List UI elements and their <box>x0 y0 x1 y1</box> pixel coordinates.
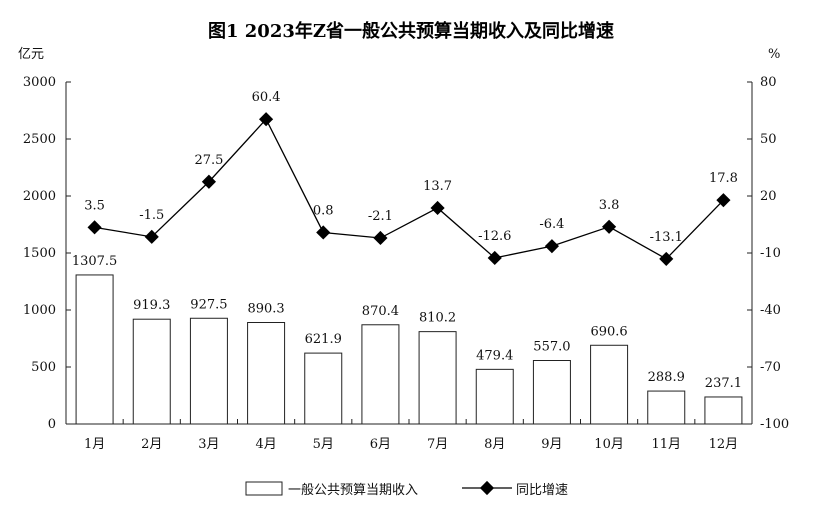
x-tick-label: 11月 <box>651 437 681 452</box>
left-tick-label: 1500 <box>23 246 56 261</box>
revenue-bar-label: 237.1 <box>705 376 742 391</box>
x-tick-label: 10月 <box>594 437 624 452</box>
x-tick-label: 7月 <box>427 437 448 452</box>
revenue-bar-label: 810.2 <box>419 311 456 326</box>
right-tick-label: -40 <box>760 303 781 318</box>
growth-rate-marker <box>201 174 216 189</box>
revenue-bar <box>304 352 343 425</box>
revenue-bar <box>647 390 686 425</box>
growth-rate-marker <box>316 225 331 240</box>
growth-rate-label: -13.1 <box>650 230 683 245</box>
left-tick-label: 3000 <box>23 75 56 90</box>
revenue-bar-label: 890.3 <box>247 302 284 317</box>
growth-rate-marker <box>259 112 274 127</box>
growth-rate-marker <box>716 193 731 208</box>
right-tick-label: -100 <box>760 417 789 432</box>
left-axis-unit: 亿元 <box>18 47 44 62</box>
revenue-bar <box>75 274 114 425</box>
revenue-bar-label: 927.5 <box>190 297 227 312</box>
right-tick-label: -70 <box>760 360 781 375</box>
growth-rate-marker <box>373 230 388 246</box>
left-tick-label: 2500 <box>23 132 56 147</box>
right-tick-label: -10 <box>760 246 781 261</box>
growth-rate-label: 13.7 <box>423 179 452 194</box>
growth-rate-marker <box>87 220 102 235</box>
x-tick-label: 3月 <box>198 437 219 452</box>
growth-rate-label: -12.6 <box>478 229 511 244</box>
revenue-bar-label: 870.4 <box>362 304 399 319</box>
plot-area: 0 500 1000 1500 2000 2500 3000 -100 -70 -40 -10 20 5… <box>23 75 789 452</box>
growth-rate-label: 27.5 <box>194 153 223 168</box>
revenue-bar-label: 1307.5 <box>72 254 118 269</box>
revenue-bar <box>704 396 743 425</box>
legend-line-marker <box>479 480 495 496</box>
left-tick-label: 500 <box>31 360 56 375</box>
growth-rate-label: -1.5 <box>139 208 164 223</box>
x-tick-label: 9月 <box>541 437 562 452</box>
growth-rate-label: -6.4 <box>539 217 564 232</box>
x-tick-label: 12月 <box>709 437 739 452</box>
revenue-bar-label: 288.9 <box>648 370 685 385</box>
revenue-bar-label: 690.6 <box>590 324 627 339</box>
growth-rate-line <box>94 118 724 260</box>
growth-rate-marker <box>659 251 674 266</box>
revenue-bar-label: 621.9 <box>305 332 342 347</box>
growth-rate-label: 17.8 <box>709 171 738 186</box>
x-tick-label: 6月 <box>370 437 391 452</box>
x-tick-label: 2月 <box>141 437 162 452</box>
growth-rate-marker <box>144 229 159 244</box>
revenue-bar <box>590 344 629 425</box>
x-tick-label: 5月 <box>313 437 334 452</box>
revenue-bar <box>418 331 457 425</box>
right-tick-label: 80 <box>760 75 777 90</box>
growth-rate-marker <box>430 200 445 216</box>
revenue-bar <box>475 368 514 425</box>
legend-bar-swatch <box>245 481 283 496</box>
growth-rate-label: 0.8 <box>313 203 334 218</box>
growth-rate-marker <box>602 219 617 234</box>
growth-rate-label: 3.8 <box>599 198 620 213</box>
revenue-bar-label: 479.4 <box>476 348 513 363</box>
right-tick-label: 20 <box>760 189 777 204</box>
chart-title: 图1 2023年Z省一般公共预算当期收入及同比增速 <box>208 20 614 42</box>
revenue-bar <box>189 317 228 425</box>
legend-bar-label: 一般公共预算当期收入 <box>288 482 418 498</box>
growth-rate-marker <box>487 250 502 266</box>
growth-rate-label: 3.5 <box>84 198 105 213</box>
x-tick-label: 4月 <box>255 437 276 452</box>
x-tick-label: 8月 <box>484 437 505 452</box>
growth-rate-label: 60.4 <box>252 90 281 105</box>
revenue-bar-label: 919.3 <box>133 298 170 313</box>
revenue-bar <box>247 322 286 425</box>
left-tick-label: 1000 <box>23 303 56 318</box>
revenue-bar <box>132 318 171 425</box>
growth-rate-marker <box>544 239 559 254</box>
revenue-bar <box>532 360 571 425</box>
growth-rate-label: -2.1 <box>368 209 393 224</box>
left-tick-label: 2000 <box>23 189 56 204</box>
legend-line-label: 同比增速 <box>516 483 568 498</box>
legend: 一般公共预算当期收入 同比增速 <box>245 480 568 498</box>
left-tick-label: 0 <box>48 417 56 432</box>
revenue-bar <box>361 324 400 425</box>
revenue-bar-label: 557.0 <box>533 340 570 355</box>
x-tick-label: 1月 <box>84 437 105 452</box>
right-axis-unit: % <box>768 47 780 62</box>
right-tick-label: 50 <box>760 132 777 147</box>
